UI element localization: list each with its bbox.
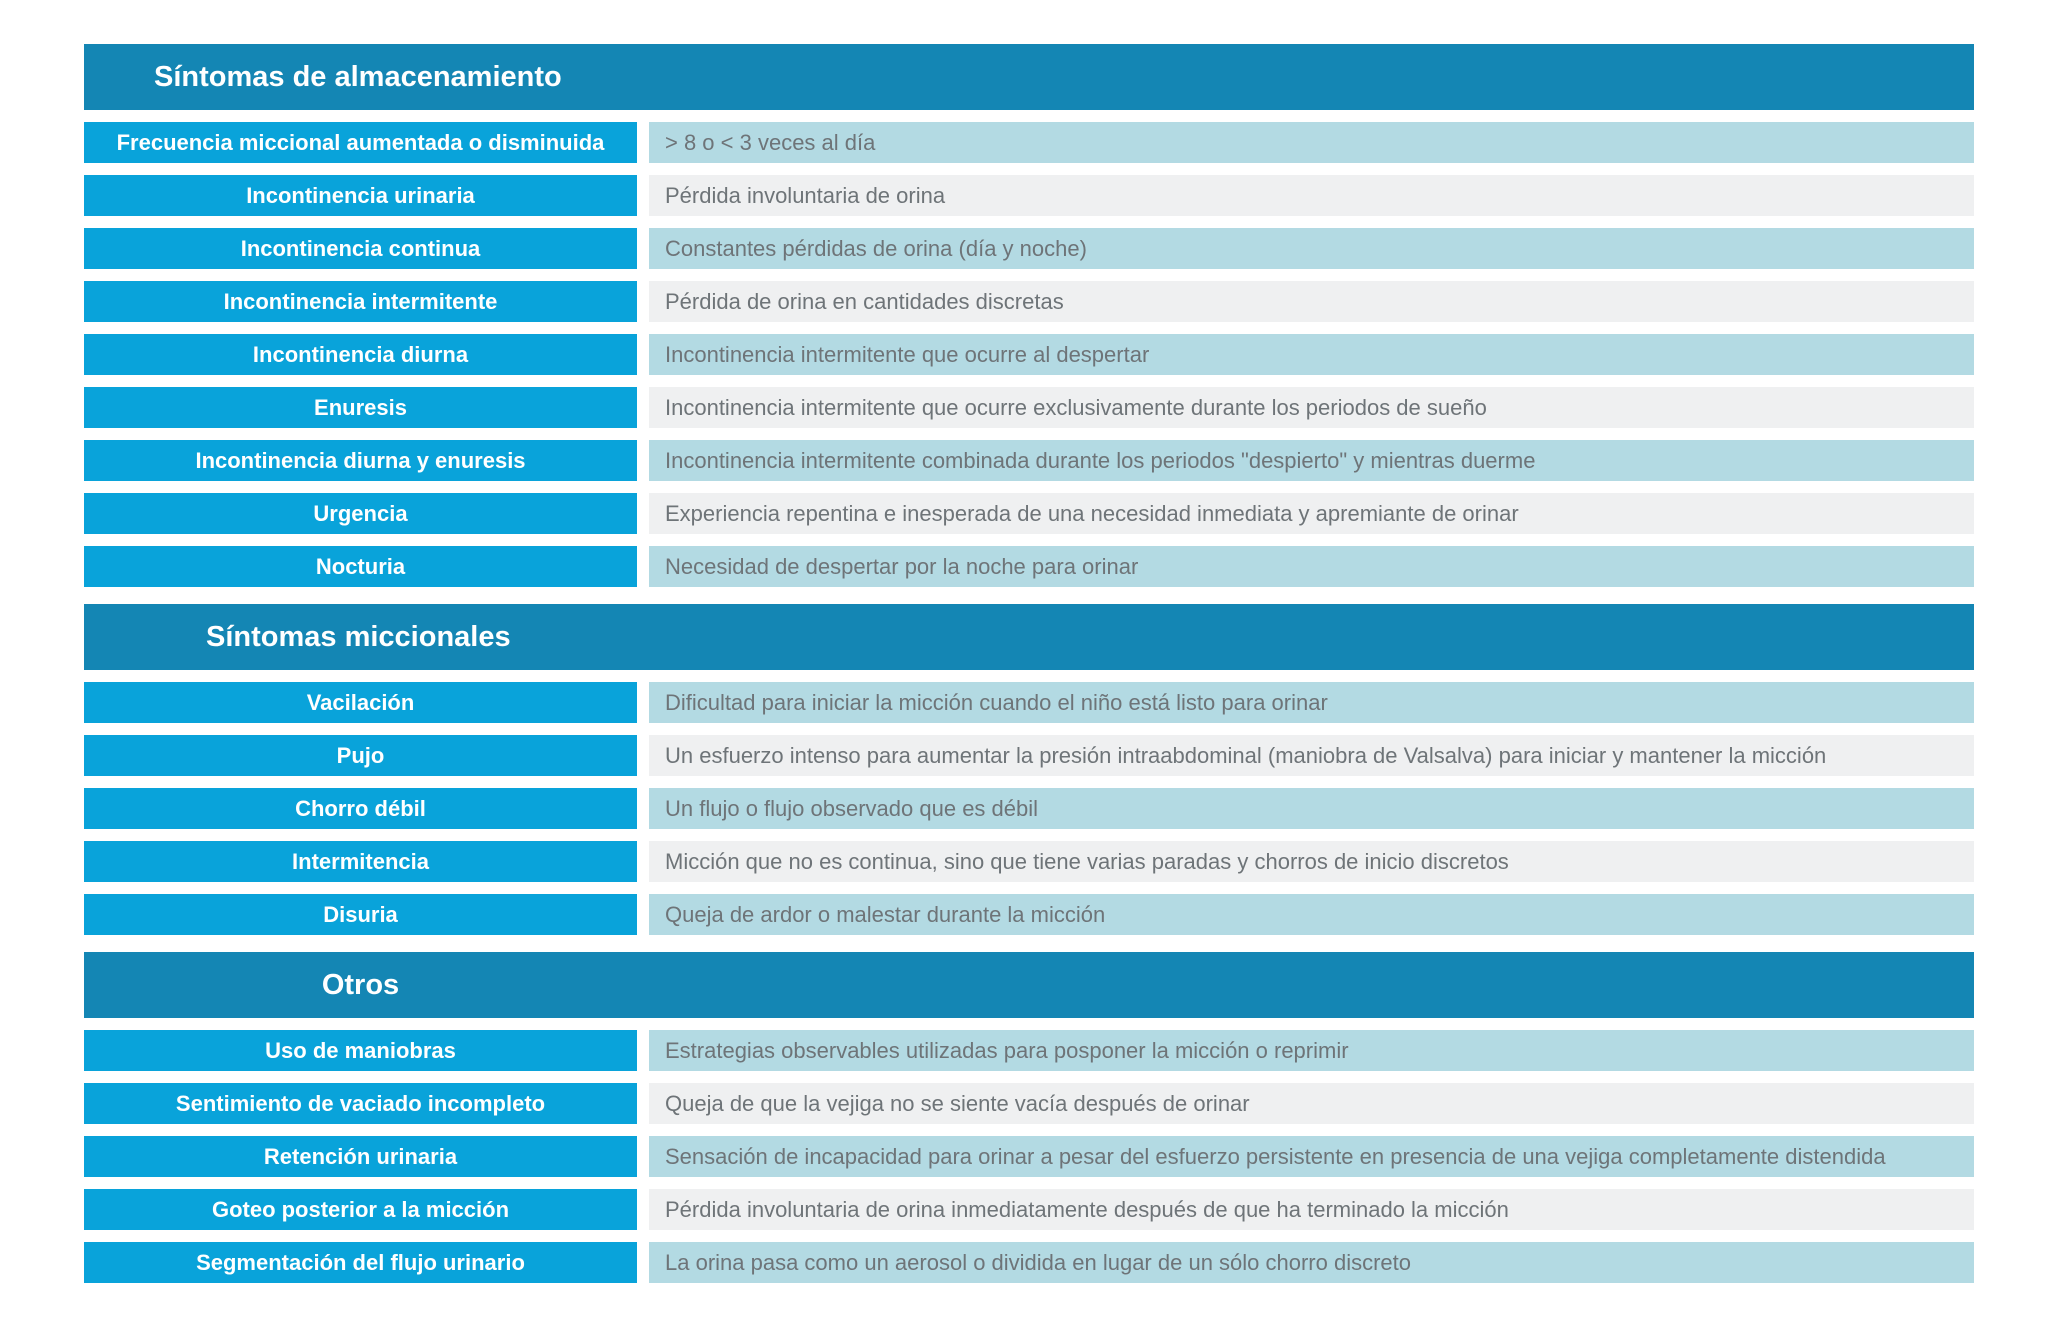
symptoms-table: Síntomas de almacenamiento Frecuencia mic… <box>84 44 1974 1300</box>
table-row: Intermitencia Micción que no es continua,… <box>84 841 1974 882</box>
table-row: Incontinencia urinaria Pérdida involuntar… <box>84 175 1974 216</box>
section-0: Síntomas de almacenamiento Frecuencia mic… <box>84 44 1974 587</box>
table-row: Pujo Un esfuerzo intenso para aumentar la… <box>84 735 1974 776</box>
symptom-term: Intermitencia <box>84 841 637 882</box>
symptom-definition: Pérdida involuntaria de orina <box>649 175 1974 216</box>
table-row: Goteo posterior a la micción Pérdida invo… <box>84 1189 1974 1230</box>
table-row: Urgencia Experiencia repentina e inespera… <box>84 493 1974 534</box>
symptom-term: Incontinencia diurna <box>84 334 637 375</box>
symptom-term: Uso de maniobras <box>84 1030 637 1071</box>
symptom-term: Incontinencia urinaria <box>84 175 637 216</box>
section-title: Otros <box>321 968 400 1001</box>
table-row: Incontinencia intermitente Pérdida de ori… <box>84 281 1974 322</box>
symptom-term: Incontinencia diurna y enuresis <box>84 440 637 481</box>
symptom-definition: Dificultad para iniciar la micción cuand… <box>649 682 1974 723</box>
symptom-definition: Un esfuerzo intenso para aumentar la pre… <box>649 735 1974 776</box>
symptom-definition: Queja de ardor o malestar durante la mic… <box>649 894 1974 935</box>
table-row: Incontinencia diurna y enuresis Incontine… <box>84 440 1974 481</box>
table-row: Disuria Queja de ardor o malestar durante… <box>84 894 1974 935</box>
symptom-term: Disuria <box>84 894 637 935</box>
symptom-term: Segmentación del flujo urinario <box>84 1242 637 1283</box>
section-title: Síntomas de almacenamiento <box>154 60 562 93</box>
table-row: Incontinencia diurna Incontinencia interm… <box>84 334 1974 375</box>
section-header: Otros <box>84 952 1974 1018</box>
symptom-definition: Experiencia repentina e inesperada de un… <box>649 493 1974 534</box>
symptom-term: Retención urinaria <box>84 1136 637 1177</box>
symptom-definition: Necesidad de despertar por la noche para… <box>649 546 1974 587</box>
symptom-definition: > 8 o < 3 veces al día <box>649 122 1974 163</box>
symptom-definition: Pérdida involuntaria de orina inmediatam… <box>649 1189 1974 1230</box>
symptom-term: Sentimiento de vaciado incompleto <box>84 1083 637 1124</box>
symptom-definition: Sensación de incapacidad para orinar a p… <box>649 1136 1974 1177</box>
symptom-term: Incontinencia continua <box>84 228 637 269</box>
section-title: Síntomas miccionales <box>206 620 511 653</box>
symptom-term: Goteo posterior a la micción <box>84 1189 637 1230</box>
symptom-definition: La orina pasa como un aerosol o dividida… <box>649 1242 1974 1283</box>
symptom-definition: Constantes pérdidas de orina (día y noch… <box>649 228 1974 269</box>
symptom-term: Enuresis <box>84 387 637 428</box>
symptom-definition: Un flujo o flujo observado que es débil <box>649 788 1974 829</box>
table-row: Segmentación del flujo urinario La orina … <box>84 1242 1974 1283</box>
symptom-term: Frecuencia miccional aumentada o disminu… <box>84 122 637 163</box>
table-row: Sentimiento de vaciado incompleto Queja d… <box>84 1083 1974 1124</box>
table-row: Uso de maniobras Estrategias observables … <box>84 1030 1974 1071</box>
symptom-term: Vacilación <box>84 682 637 723</box>
symptom-definition: Micción que no es continua, sino que tie… <box>649 841 1974 882</box>
table-row: Retención urinaria Sensación de incapacid… <box>84 1136 1974 1177</box>
symptom-definition: Estrategias observables utilizadas para … <box>649 1030 1974 1071</box>
section-2: Otros Uso de maniobras Estrategias observa… <box>84 952 1974 1283</box>
symptom-term: Pujo <box>84 735 637 776</box>
table-row: Nocturia Necesidad de despertar por la no… <box>84 546 1974 587</box>
section-header: Síntomas miccionales <box>84 604 1974 670</box>
symptom-definition: Incontinencia intermitente que ocurre al… <box>649 334 1974 375</box>
table-row: Vacilación Dificultad para iniciar la mic… <box>84 682 1974 723</box>
symptom-term: Incontinencia intermitente <box>84 281 637 322</box>
symptom-definition: Incontinencia intermitente combinada dur… <box>649 440 1974 481</box>
symptom-definition: Queja de que la vejiga no se siente vací… <box>649 1083 1974 1124</box>
table-row: Frecuencia miccional aumentada o disminu… <box>84 122 1974 163</box>
table-row: Incontinencia continua Constantes pérdida… <box>84 228 1974 269</box>
section-header: Síntomas de almacenamiento <box>84 44 1974 110</box>
section-1: Síntomas miccionales Vacilación Dificultad… <box>84 604 1974 935</box>
symptom-term: Chorro débil <box>84 788 637 829</box>
symptom-definition: Pérdida de orina en cantidades discretas <box>649 281 1974 322</box>
table-row: Chorro débil Un flujo o flujo observado q… <box>84 788 1974 829</box>
symptom-term: Nocturia <box>84 546 637 587</box>
symptom-term: Urgencia <box>84 493 637 534</box>
table-row: Enuresis Incontinencia intermitente que o… <box>84 387 1974 428</box>
symptom-definition: Incontinencia intermitente que ocurre ex… <box>649 387 1974 428</box>
